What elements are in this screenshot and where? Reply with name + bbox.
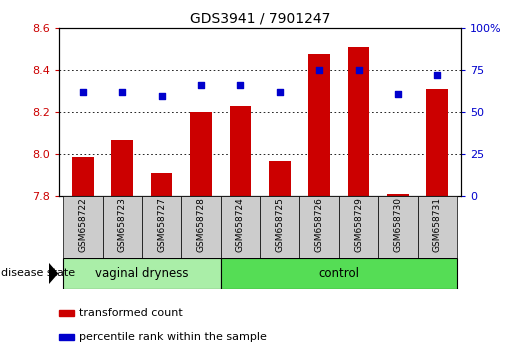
Point [354,68,363,73]
Bar [378,196,418,258]
Text: GSM658730: GSM658730 [393,197,402,252]
Point [433,73,441,78]
Text: transformed count: transformed count [79,308,183,318]
Bar [59,334,74,340]
Bar [230,106,251,196]
Bar [426,89,448,196]
Bar [59,310,74,316]
Text: control: control [318,267,359,280]
Text: GSM658724: GSM658724 [236,197,245,252]
Text: GSM658729: GSM658729 [354,197,363,252]
Text: GSM658723: GSM658723 [118,197,127,252]
Bar [269,161,290,196]
Point [315,68,323,73]
Text: GSM658727: GSM658727 [157,197,166,252]
Text: GSM658725: GSM658725 [275,197,284,252]
Text: GSM658728: GSM658728 [197,197,205,252]
Bar [299,196,339,258]
Bar [221,196,260,258]
Bar [142,196,181,258]
Bar [111,140,133,196]
Bar [190,113,212,196]
Bar [339,196,378,258]
Bar [63,196,102,258]
Polygon shape [49,263,58,284]
Bar [260,196,299,258]
Text: GSM658722: GSM658722 [78,197,88,252]
Text: GSM658726: GSM658726 [315,197,323,252]
Bar [151,173,173,196]
Text: disease state: disease state [1,268,75,279]
Bar [102,196,142,258]
Text: GSM658731: GSM658731 [433,197,442,252]
Bar [418,196,457,258]
Point [197,82,205,88]
Bar [63,258,221,289]
Point [394,91,402,97]
Title: GDS3941 / 7901247: GDS3941 / 7901247 [190,12,330,26]
Text: percentile rank within the sample: percentile rank within the sample [79,332,267,342]
Point [118,89,126,95]
Bar [72,156,94,196]
Bar [221,258,457,289]
Bar [308,53,330,196]
Bar [387,194,409,196]
Bar [348,47,369,196]
Bar [181,196,221,258]
Point [236,82,245,88]
Point [276,89,284,95]
Point [79,89,87,95]
Point [158,93,166,98]
Text: vaginal dryness: vaginal dryness [95,267,188,280]
